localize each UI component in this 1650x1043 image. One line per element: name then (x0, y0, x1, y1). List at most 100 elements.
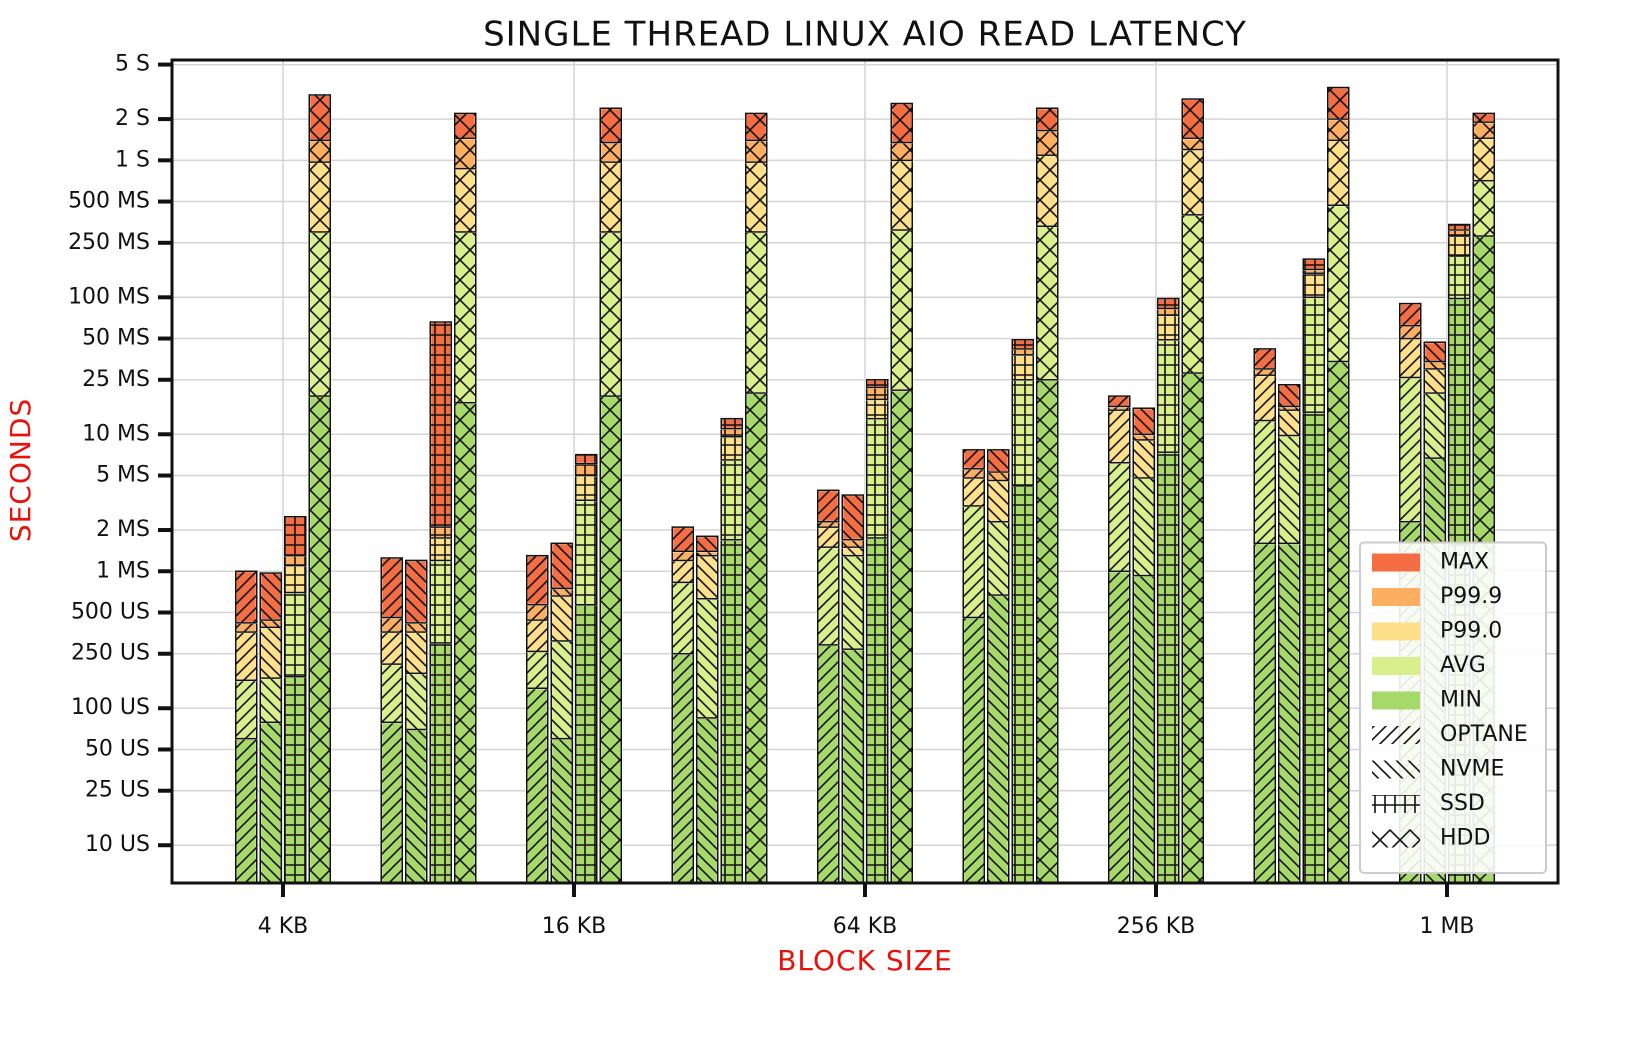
bar-hatch (259, 677, 282, 724)
legend-label: NVME (1440, 757, 1504, 782)
bar-hatch (841, 538, 864, 548)
bar-hatch (987, 479, 1010, 523)
bar-hatch (962, 616, 985, 884)
y-axis-title: SECONDS (4, 398, 37, 542)
y-tick-label: 1 MS (96, 558, 150, 583)
y-tick-label: 250 MS (68, 230, 150, 255)
bar-hatch (1448, 235, 1471, 257)
bar-hatch (1472, 121, 1495, 139)
bar-hatch (1253, 419, 1276, 545)
bar-hatch (1108, 570, 1131, 884)
bar-hatch (308, 139, 331, 163)
bar-hatch (1399, 302, 1422, 327)
bar-hatch (817, 644, 840, 884)
bar-hatch (308, 395, 331, 884)
legend-swatch (1372, 622, 1420, 641)
bar-hatch (671, 559, 694, 584)
bar-hatch (1181, 214, 1204, 374)
legend-label: OPTANE (1440, 722, 1528, 747)
bar-hatch (671, 526, 694, 553)
bar-hatch (454, 231, 477, 404)
bar-hatch (890, 102, 913, 144)
bar-hatch (817, 546, 840, 646)
bar-hatch (429, 642, 452, 884)
bar-hatch (720, 459, 743, 541)
bar-hatch (1036, 154, 1059, 228)
bar-hatch (454, 401, 477, 884)
bar-hatch (866, 398, 889, 420)
bar-hatch (1448, 223, 1471, 231)
bar-hatch (1253, 542, 1276, 884)
bar-hatch (526, 554, 549, 606)
y-tick-label: 50 MS (82, 326, 150, 351)
bar-hatch (1423, 392, 1446, 459)
y-tick-label: 500 US (71, 600, 150, 625)
bar-hatch (308, 161, 331, 233)
legend-hatch (1372, 760, 1420, 779)
bar-hatch (526, 650, 549, 689)
legend-swatch (1372, 553, 1420, 572)
bar-hatch (1132, 407, 1155, 436)
y-tick-label: 25 US (85, 778, 150, 803)
bar-hatch (1423, 360, 1446, 370)
bar-hatch (1181, 372, 1204, 884)
bar-hatch (671, 581, 694, 655)
bar-hatch (1036, 379, 1059, 884)
bar-hatch (1157, 314, 1180, 341)
bar-hatch (235, 679, 258, 740)
bar-hatch (259, 626, 282, 679)
legend-hatch (1372, 795, 1420, 813)
bar-hatch (405, 631, 428, 675)
legend-swatch (1372, 588, 1420, 606)
bar-hatch (599, 231, 622, 397)
bar-hatch (575, 474, 598, 501)
bar-hatch (1011, 338, 1034, 350)
bar-hatch (841, 494, 864, 541)
bar-hatch (1327, 118, 1350, 142)
bar-hatch (1399, 324, 1422, 340)
legend-label: AVG (1440, 653, 1486, 678)
x-tick-label: 16 KB (542, 914, 607, 939)
chart-title: SINGLE THREAD LINUX AIO READ LATENCY (483, 15, 1247, 55)
bar-hatch (550, 595, 573, 642)
legend-hatch (1372, 829, 1420, 848)
bar-hatch (405, 559, 428, 624)
bar-hatch (1472, 137, 1495, 182)
bar-hatch (841, 648, 864, 884)
bar-hatch (866, 386, 889, 401)
bar-hatch (1423, 368, 1446, 394)
bar-hatch (1181, 137, 1204, 151)
bar-hatch (1278, 542, 1301, 884)
bar-hatch (1278, 409, 1301, 437)
bar-hatch (1157, 338, 1180, 453)
bar-hatch (575, 603, 598, 884)
bar-hatch (526, 687, 549, 884)
bar-hatch (259, 619, 282, 629)
bar-hatch (380, 557, 403, 619)
bar-hatch (720, 417, 743, 430)
bar-hatch (599, 141, 622, 163)
bar-hatch (1278, 383, 1301, 408)
bar-hatch (745, 392, 768, 884)
bar-hatch (284, 675, 307, 884)
bar-hatch (259, 721, 282, 884)
bar-hatch (526, 603, 549, 621)
y-tick-label: 50 US (85, 736, 150, 761)
y-tick-label: 100 MS (68, 284, 150, 309)
bar-hatch (1157, 307, 1180, 316)
bar-hatch (817, 526, 840, 548)
bar-hatch (1132, 574, 1155, 884)
bar-hatch (720, 538, 743, 884)
bar-hatch (1327, 139, 1350, 206)
y-tick-label: 500 MS (68, 189, 150, 214)
bar-hatch (841, 546, 864, 557)
bar-hatch (1472, 179, 1495, 237)
bar-hatch (890, 159, 913, 231)
bar-hatch (841, 554, 864, 650)
bar-hatch (1423, 341, 1446, 363)
axes: 10 US 25 US 50 US 100 US 250 US 500 US 1 MS 2 M… (68, 52, 1474, 939)
bar-hatch (962, 505, 985, 619)
y-tick-label: 5 S (115, 52, 150, 77)
bar-hatch (405, 672, 428, 731)
